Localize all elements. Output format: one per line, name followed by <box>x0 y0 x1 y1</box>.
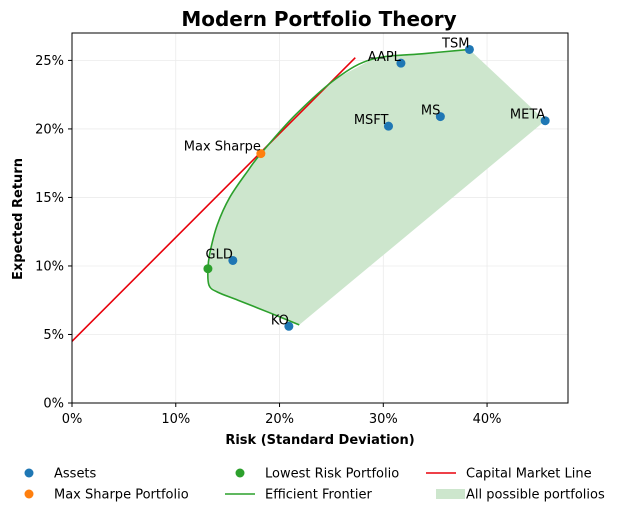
asset-point-meta <box>540 116 550 126</box>
capital-market-line <box>71 57 356 342</box>
legend-marker <box>24 468 34 478</box>
legend-marker <box>235 468 245 478</box>
legend-label: Capital Market Line <box>466 467 592 482</box>
asset-point-aapl <box>396 58 406 68</box>
asset-point-ko <box>284 321 294 331</box>
asset-label-gld: GLD <box>206 247 233 262</box>
lines <box>71 48 470 342</box>
chart-title: Modern Portfolio Theory <box>181 7 456 31</box>
max-sharpe-label: Max Sharpe <box>184 140 261 155</box>
x-tick-label: 0% <box>62 412 83 427</box>
y-tick-label: 20% <box>35 122 64 137</box>
lowest-risk-point <box>203 264 213 274</box>
x-axis-label: Risk (Standard Deviation) <box>225 433 414 448</box>
y-tick-label: 15% <box>35 191 64 206</box>
asset-point-gld <box>228 255 238 265</box>
x-tick-label: 20% <box>265 412 294 427</box>
asset-label-msft: MSFT <box>354 113 389 128</box>
legend-label: Efficient Frontier <box>265 488 372 503</box>
legend-marker <box>24 489 34 499</box>
point-labels: AAPL TSM MSFT MS META GLD KO Max Sharpe <box>184 36 545 328</box>
legend-label: All possible portfolios <box>466 488 605 503</box>
asset-label-ko: KO <box>271 313 289 328</box>
feasible-region <box>207 49 546 325</box>
legend-item: Efficient Frontier <box>225 488 372 503</box>
y-tick-label: 5% <box>43 328 64 343</box>
legend-marker <box>436 489 465 499</box>
x-tick-label: 30% <box>369 412 398 427</box>
max-sharpe-point <box>256 149 266 159</box>
asset-point-ms <box>435 112 445 122</box>
x-tick-label: 10% <box>161 412 190 427</box>
y-tick-label: 25% <box>35 54 64 69</box>
asset-label-ms: MS <box>421 104 440 119</box>
legend-label: Lowest Risk Portfolio <box>265 467 399 482</box>
legend-item: Assets <box>24 467 97 482</box>
legend-item: Capital Market Line <box>426 467 592 482</box>
legend-item: All possible portfolios <box>436 488 605 503</box>
legend-item: Lowest Risk Portfolio <box>235 467 399 482</box>
y-tick-label: 10% <box>35 259 64 274</box>
x-tick-label: 40% <box>473 412 502 427</box>
axis-ticks: 0% 10% 20% 30% 40% 0% 5% 10% 15% 20% 25% <box>35 54 501 427</box>
plot-frame <box>71 32 569 404</box>
legend-label: Assets <box>54 467 97 482</box>
feasible-region-area <box>207 49 546 325</box>
asset-point-tsm <box>464 44 474 54</box>
asset-label-meta: META <box>510 108 545 123</box>
legend-item: Max Sharpe Portfolio <box>24 488 189 503</box>
y-axis-label: Expected Return <box>11 158 26 280</box>
y-tick-label: 0% <box>43 397 64 412</box>
asset-label-aapl: AAPL <box>368 50 402 65</box>
points <box>203 44 550 331</box>
legend-label: Max Sharpe Portfolio <box>54 488 189 503</box>
efficient-frontier-line <box>206 48 470 326</box>
asset-point-msft <box>383 121 393 131</box>
legend: Assets Lowest Risk Portfolio Capital Marke… <box>24 467 605 503</box>
asset-label-tsm: TSM <box>441 36 469 51</box>
